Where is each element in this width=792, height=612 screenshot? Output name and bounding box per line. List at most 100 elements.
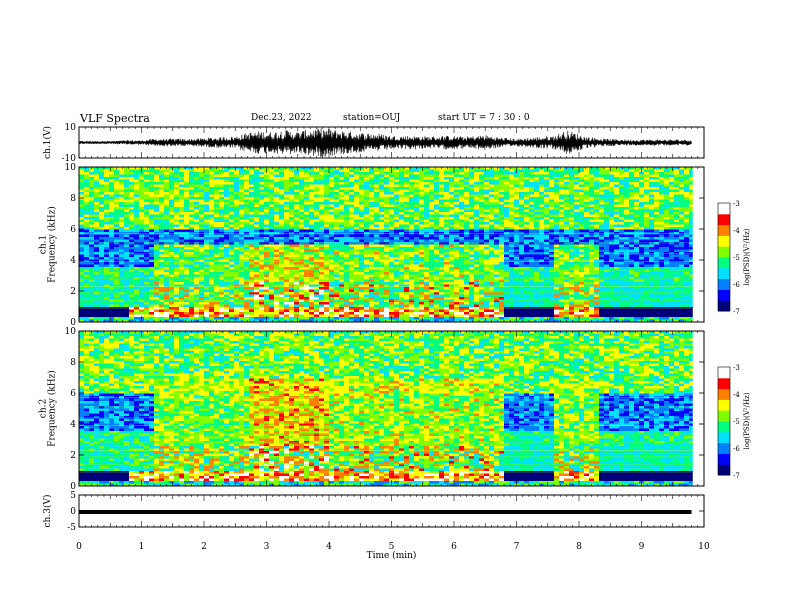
ch2-spectrogram-cell	[674, 401, 679, 421]
ch1-spectrogram-cell	[99, 234, 104, 260]
ch1-spectrogram-cell	[89, 177, 94, 305]
ch1-spectrogram-cell	[139, 167, 144, 315]
ch1-spectrogram-cell	[574, 242, 579, 245]
ch1-spectrogram-cell	[124, 179, 129, 320]
ch2-spectrogram-cell	[359, 331, 364, 484]
ch2-spectrogram-cell	[484, 471, 489, 479]
ch1-spectrogram-cell	[304, 169, 309, 305]
ch1-spectrogram-cell	[504, 172, 509, 320]
ch2-spectrogram-cell	[679, 338, 684, 391]
ch1-spectrogram-cell	[319, 182, 324, 320]
ch1-spectrogram-cell	[329, 169, 334, 315]
ch1-spectrogram-cell	[489, 229, 494, 235]
ch1-spectrogram-cell	[294, 169, 299, 307]
ch2-spectrogram-cell	[579, 478, 584, 481]
ch2-spectrogram-cell	[434, 336, 439, 479]
ch1-spectrogram-cell	[114, 167, 119, 207]
ch2-spectrogram-cell	[624, 336, 629, 484]
ch2-spectrogram-cell	[169, 338, 174, 471]
station-label: station=OUJ	[343, 113, 401, 123]
ch2-spectrogram-cell	[269, 341, 274, 484]
ch1-spectrogram-cell	[324, 179, 329, 292]
ch1-spectrogram-cell	[294, 232, 299, 245]
ch1-spectrogram-cell	[249, 292, 254, 312]
ch1-spectrogram-cell	[619, 234, 624, 262]
ch2-spectrogram-cell	[539, 346, 544, 394]
ch2-spectrogram-cell	[414, 333, 419, 476]
ch2-spectrogram-cell	[644, 398, 649, 431]
ch1-spectrogram-cell	[174, 307, 179, 315]
ch1-spectrogram-cell	[599, 232, 604, 260]
ch1-spectrogram-cell	[629, 229, 634, 267]
ch2-spectrogram-cell	[364, 393, 369, 469]
ch2-spectrogram-cell	[129, 478, 134, 481]
ch2-spectrogram-cell	[664, 398, 669, 429]
ch2-spectrogram-cell	[389, 333, 394, 481]
ch1-spectrogram-cell	[274, 169, 279, 322]
ch1-spectrogram-cell	[294, 179, 299, 320]
ch1-spectrogram-cell	[499, 174, 504, 322]
ch1-spectrogram-cell	[239, 297, 244, 315]
ch2-spectrogram-cell	[529, 331, 534, 394]
ch1-spectrogram-cell	[304, 172, 309, 320]
ch2-spectrogram-cell	[659, 333, 664, 389]
ch1-spectrogram-cell	[384, 197, 389, 322]
ch1-spectrogram-cell	[534, 172, 539, 197]
ch2-spectrogram-cell	[504, 331, 509, 394]
ch1-spectrogram-cell	[424, 207, 429, 285]
ch2-spectrogram-cell	[259, 333, 264, 481]
ch1-spectrogram-cell	[434, 172, 439, 305]
ch1-spectrogram-cell	[249, 284, 254, 287]
ch2-spectrogram-cell	[479, 438, 484, 476]
ch2-spectrogram-cell	[304, 378, 309, 436]
ch2-spectrogram-cell	[369, 331, 374, 469]
ch2-spectrogram-cell	[484, 331, 489, 484]
ch1-spectrogram-cell	[274, 167, 279, 300]
ch1-spectrogram-cell	[239, 234, 244, 245]
ch2-spectrogram-cell	[314, 333, 319, 479]
ch2-spectrogram-cell	[394, 356, 399, 469]
ch2-spectrogram-cell	[684, 333, 689, 471]
ch2-spectrogram-cell	[294, 478, 299, 481]
ch1-spectrogram-cell	[274, 249, 279, 317]
ch1-spectrogram-cell	[289, 177, 294, 322]
ch2-spectrogram-cell	[429, 481, 434, 484]
ch1-spectrogram-cell	[154, 307, 159, 317]
ch1-spectrogram-colorbar-segment	[718, 257, 730, 269]
ch2-spectrogram-cell	[574, 471, 579, 479]
ch2-spectrogram-cell	[224, 451, 229, 454]
ch1-spectrogram-cell	[429, 287, 434, 315]
ch1-spectrogram-cell	[279, 234, 284, 237]
ch2-spectrogram-cell	[609, 396, 614, 431]
ch2-spectrogram-cell	[429, 333, 434, 474]
ch1-spectrogram-cell	[279, 187, 284, 285]
ch2-spectrogram-cell	[604, 396, 609, 484]
ch1-spectrogram-cell	[554, 172, 559, 320]
ch1-spectrogram-cell	[509, 169, 514, 227]
ch1-spectrogram-ytick-label: 0	[70, 318, 76, 328]
ch1-spectrogram-cell	[449, 179, 454, 302]
ch2-spectrogram-cell	[404, 341, 409, 444]
ch2-spectrogram-cell	[204, 476, 209, 479]
ch1-spectrogram-cell	[209, 172, 214, 315]
ch1-spectrogram-cell	[84, 169, 89, 305]
ch2-spectrogram-cell	[619, 338, 624, 391]
ch1-spectrogram-cell	[659, 234, 664, 320]
ch1-spectrogram-cell	[604, 237, 609, 265]
ch1-spectrogram-cell	[284, 232, 289, 245]
ch2-spectrogram-cell	[674, 351, 679, 386]
ch1-spectrogram-cell	[219, 307, 224, 317]
ch2-spectrogram-cell	[334, 468, 339, 479]
ch1-spectrogram-cell	[404, 287, 409, 312]
ch1-spectrogram-cell	[544, 232, 549, 265]
ch2-spectrogram-cell	[119, 341, 124, 394]
ch1-spectrogram-cell	[419, 182, 424, 307]
ch1-spectrogram-cell	[229, 242, 234, 245]
ch2-spectrogram-cell	[199, 338, 204, 486]
ch1-spectrogram-cell	[499, 167, 504, 302]
xaxis-label: Time (min)	[367, 550, 417, 561]
ch1-spectrogram-cell	[514, 229, 519, 262]
ch2-spectrogram-cell	[684, 348, 689, 389]
ch2-spectrogram-cell	[184, 481, 189, 484]
ch1-spectrogram-cell	[489, 234, 494, 240]
